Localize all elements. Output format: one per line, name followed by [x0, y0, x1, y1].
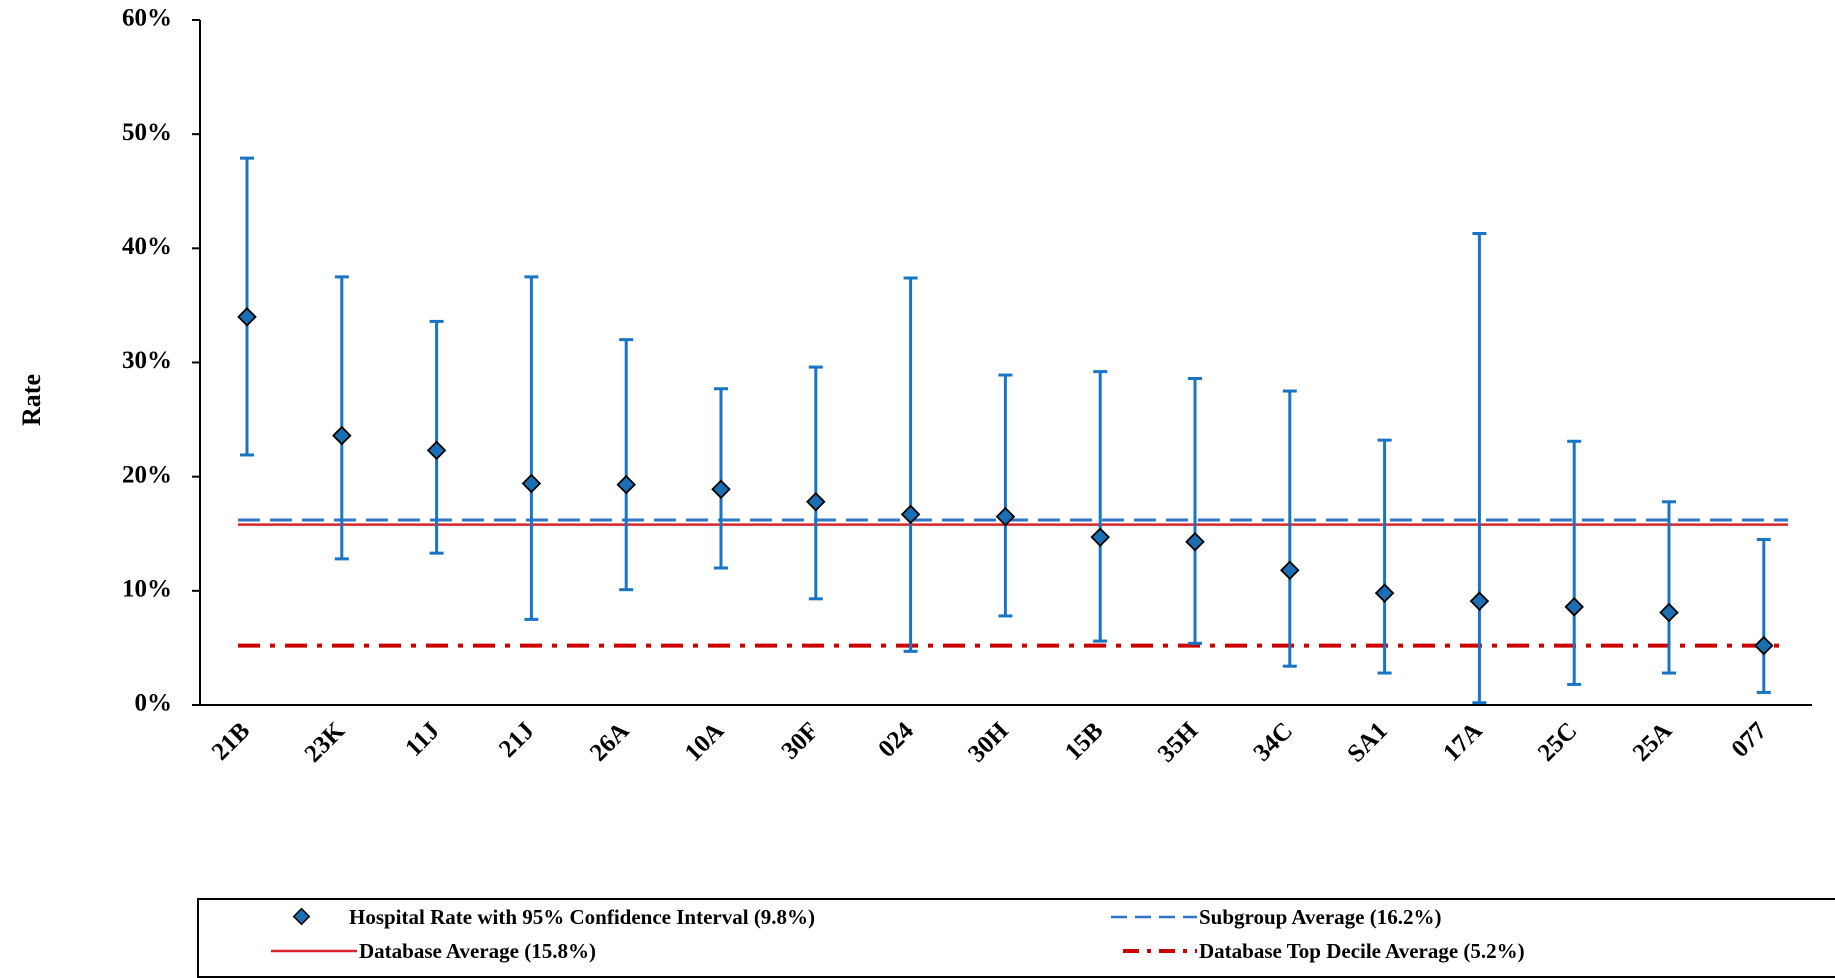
- rate-marker: [900, 504, 921, 525]
- rate-marker: [711, 479, 731, 499]
- rate-marker: [1280, 560, 1300, 581]
- x-tick-label: SA1: [1342, 717, 1393, 768]
- x-tick-label: 10A: [680, 717, 730, 767]
- legend-item-top-decile-average: Database Top Decile Average (5.2%): [1109, 936, 1525, 966]
- y-tick-label: 50%: [122, 119, 172, 146]
- hospital-rate-markers: [237, 307, 1774, 656]
- x-tick-label: 30F: [777, 717, 825, 765]
- legend-label: Hospital Rate with 95% Confidence Interv…: [349, 904, 816, 929]
- x-tick-label: 23K: [300, 717, 351, 768]
- x-tick-label: 024: [873, 717, 919, 763]
- rate-marker: [1374, 583, 1395, 603]
- x-tick-label: 21J: [494, 717, 540, 763]
- solid-line-icon: [271, 949, 357, 953]
- y-axis-ticks: 0% 10% 20% 30% 40% 50% 60%: [122, 5, 200, 717]
- y-axis-title: Rate: [17, 374, 46, 426]
- rate-marker: [1185, 531, 1205, 552]
- y-tick-label: 20%: [122, 461, 172, 488]
- legend-item-database-average: Database Average (15.8%): [269, 936, 596, 966]
- rate-marker: [806, 492, 826, 512]
- legend-item-hospital-rate: Hospital Rate with 95% Confidence Interv…: [259, 902, 815, 932]
- rate-marker: [521, 473, 542, 494]
- x-axis-ticks: 21B 23K 11J 21J 26A 10A 30F 024 30H 15B 35H 34C SA1 1…: [207, 717, 1772, 768]
- x-tick-label: 25C: [1533, 717, 1583, 767]
- rate-marker: [995, 506, 1016, 527]
- y-tick-label: 30%: [122, 347, 172, 374]
- diamond-marker-icon: [292, 907, 311, 926]
- rate-marker: [1090, 527, 1110, 547]
- reference-lines: [238, 518, 1788, 648]
- rate-marker: [1659, 602, 1679, 623]
- y-tick-label: 10%: [122, 576, 172, 603]
- rate-marker: [426, 440, 447, 461]
- x-tick-label: 077: [1726, 717, 1772, 763]
- x-tick-label: 30H: [963, 717, 1014, 768]
- rate-marker: [332, 425, 352, 446]
- legend-item-subgroup-average: Subgroup Average (16.2%): [1109, 902, 1441, 932]
- y-tick-label: 60%: [122, 5, 172, 32]
- legend-label: Database Average (15.8%): [359, 938, 596, 963]
- x-tick-label: 21B: [207, 717, 256, 766]
- confidence-interval-bars: [240, 156, 1771, 705]
- x-tick-label: 11J: [400, 717, 445, 762]
- x-tick-label: 35H: [1153, 717, 1204, 768]
- x-tick-label: 34C: [1249, 717, 1299, 767]
- legend-label: Subgroup Average (16.2%): [1199, 904, 1442, 929]
- x-tick-label: 17A: [1438, 717, 1488, 767]
- dashed-line-icon: [1111, 915, 1197, 919]
- rate-marker: [1564, 597, 1584, 617]
- rate-marker: [237, 307, 257, 327]
- legend: Hospital Rate with 95% Confidence Interv…: [197, 898, 1835, 978]
- x-tick-label: 15B: [1060, 717, 1109, 766]
- y-tick-label: 0%: [135, 690, 173, 717]
- rate-marker: [616, 474, 636, 495]
- rate-marker: [1469, 591, 1490, 611]
- x-tick-label: 25A: [1628, 717, 1678, 767]
- dash-dot-line-icon: [1123, 949, 1197, 953]
- x-tick-label: 26A: [585, 717, 635, 767]
- legend-label: Database Top Decile Average (5.2%): [1199, 938, 1525, 963]
- rate-marker: [1754, 635, 1774, 656]
- y-tick-label: 40%: [122, 233, 172, 260]
